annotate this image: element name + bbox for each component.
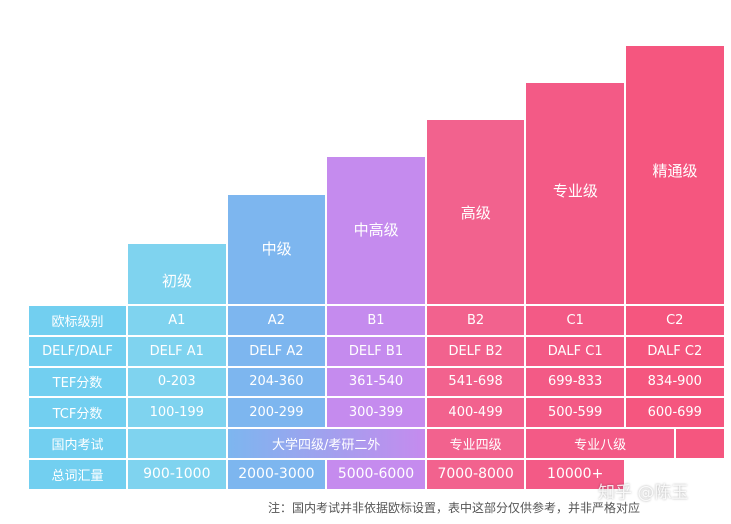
vocab-cell: 10000+ [525, 459, 625, 490]
domestic-cell: 专业四级 [425, 428, 526, 459]
watermark: 知乎 @陈玉 [598, 483, 689, 503]
level-cell: C1 [525, 305, 625, 336]
level-name: 中级 [261, 240, 292, 258]
footnote: 注：国内考试并非依据欧标设置，表中这部分仅供参考，并非严格对应 [268, 501, 641, 515]
level-cell: B1 [326, 305, 426, 336]
level-cell: 200-299 [226, 397, 327, 429]
level-name: 初级 [161, 272, 192, 290]
level-cell: A1 [127, 305, 227, 336]
row-label: 总词汇量 [28, 459, 127, 490]
domestic-empty [675, 428, 725, 459]
level-name: 专业级 [552, 182, 598, 200]
row-label: TEF分数 [28, 366, 127, 398]
level-cell: DALF C2 [625, 335, 725, 367]
vocab-cell: 900-1000 [127, 459, 227, 490]
level-cell: 400-499 [425, 397, 526, 429]
level-cell: DELF A1 [127, 335, 227, 367]
level-cell: 204-360 [226, 366, 327, 398]
vocab-cell: 5000-6000 [326, 459, 426, 490]
level-name: 中高级 [353, 221, 399, 239]
level-cell: 699-833 [525, 366, 625, 398]
level-cell: A2 [226, 305, 327, 336]
row-label: DELF/DALF [28, 335, 127, 367]
domestic-empty [127, 428, 227, 459]
level-cell: 300-399 [326, 397, 426, 429]
level-step [226, 194, 327, 305]
level-cell: 500-599 [525, 397, 625, 429]
domestic-cell: 大学四级/考研二外 [226, 428, 426, 459]
level-step [525, 82, 625, 305]
level-cell: B2 [425, 305, 526, 336]
row-label: 欧标级别 [28, 305, 127, 336]
row-label: 国内考试 [28, 428, 127, 459]
domestic-cell: 专业八级 [525, 428, 675, 459]
level-cell: DALF C1 [525, 335, 625, 367]
level-step [127, 243, 227, 305]
level-step [425, 119, 526, 305]
level-cell: 100-199 [127, 397, 227, 429]
level-cell: DELF B2 [425, 335, 526, 367]
level-name: 精通级 [652, 162, 698, 180]
level-cell: C2 [625, 305, 725, 336]
vocab-cell: 7000-8000 [425, 459, 526, 490]
vocab-cell: 2000-3000 [226, 459, 327, 490]
level-cell: 541-698 [425, 366, 526, 398]
level-cell: 361-540 [326, 366, 426, 398]
level-cell: 0-203 [127, 366, 227, 398]
level-step [326, 156, 426, 305]
level-cell: 834-900 [625, 366, 725, 398]
level-name: 高级 [460, 204, 491, 222]
level-step [625, 45, 725, 305]
row-label: TCF分数 [28, 397, 127, 429]
level-cell: DELF B1 [326, 335, 426, 367]
level-cell: 600-699 [625, 397, 725, 429]
level-cell: DELF A2 [226, 335, 327, 367]
